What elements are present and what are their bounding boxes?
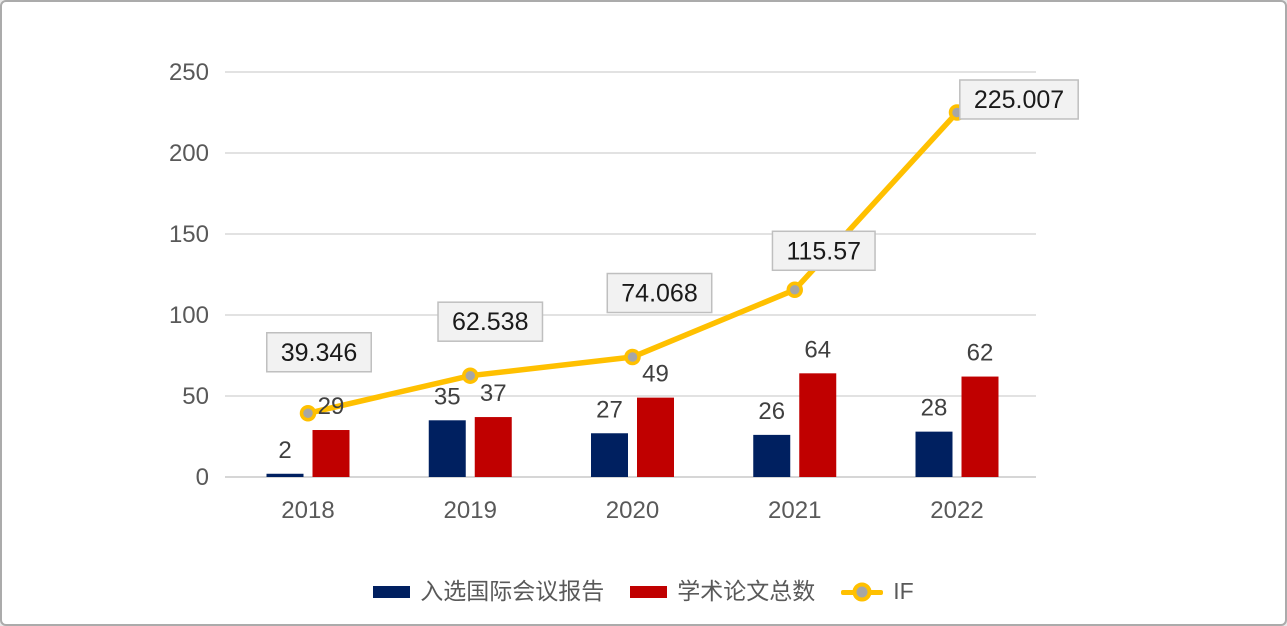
legend-line-marker-swatch: [841, 582, 884, 602]
total-papers-bar-2019[interactable]: [474, 417, 512, 477]
legend-label-total-papers: 学术论文总数: [677, 578, 816, 604]
legend-swatch-conference-reports: [373, 585, 411, 598]
bar-value-label: 49: [642, 361, 669, 388]
combo-chart-plot: 0 50 100 150 200 250 2018 2019 2020 2021 2022 2 35 27…: [169, 59, 1079, 524]
bar-value-label: 28: [921, 395, 948, 422]
bar-value-label: 27: [596, 396, 623, 423]
bar-value-label: 26: [758, 398, 785, 425]
y-axis-tick-label: 0: [196, 464, 209, 491]
y-axis-tick-label: 100: [169, 302, 209, 329]
legend-item-if[interactable]: IF: [841, 578, 914, 606]
if-marker-2021[interactable]: [786, 281, 803, 299]
x-axis-label-2019: 2019: [444, 497, 497, 524]
x-axis-label-2018: 2018: [281, 497, 334, 524]
bar-value-label: 37: [480, 380, 507, 407]
if-value-label: 39.346: [281, 339, 357, 367]
if-value-label: 74.068: [621, 280, 697, 308]
y-axis-tick-label: 200: [169, 140, 209, 167]
bar-value-label: 62: [967, 340, 994, 367]
if-value-label-box[interactable]: [606, 272, 713, 314]
if-marker-2019[interactable]: [462, 367, 479, 384]
bar-value-label: 2: [278, 437, 291, 464]
x-axis-label-2022: 2022: [930, 497, 983, 524]
chart-legend: 入选国际会议报告 学术论文总数 IF: [2, 578, 1285, 606]
legend-item-total-papers[interactable]: 学术论文总数: [630, 578, 815, 606]
bar-value-label: 64: [804, 336, 831, 363]
if-marker-2018[interactable]: [299, 405, 317, 422]
conference-reports-bar-2018[interactable]: [266, 473, 304, 477]
conference-reports-bar-2020[interactable]: [591, 433, 628, 477]
conference-reports-bar-2021[interactable]: [753, 434, 791, 477]
total-papers-bar-2018[interactable]: [312, 430, 350, 477]
if-value-label-box[interactable]: [959, 79, 1079, 120]
if-value-label-box[interactable]: [437, 301, 544, 342]
if-value-label-box[interactable]: [771, 230, 876, 272]
total-papers-bar-2020[interactable]: [637, 397, 674, 477]
legend-label-conference-reports: 入选国际会议报告: [420, 578, 605, 604]
conference-reports-bar-2019[interactable]: [428, 420, 466, 477]
conference-reports-bar-2022[interactable]: [915, 431, 953, 477]
if-marker-2020[interactable]: [624, 348, 641, 366]
legend-item-conference-reports[interactable]: 入选国际会议报告: [373, 578, 604, 606]
x-axis-label-2021: 2021: [768, 497, 821, 524]
x-axis-label-2020: 2020: [606, 497, 659, 524]
legend-label-if: IF: [893, 578, 914, 604]
bar-value-label: 35: [434, 383, 461, 410]
legend-swatch-total-papers: [630, 585, 668, 598]
if-value-label-box[interactable]: [266, 332, 372, 373]
if-value-label: 225.007: [974, 86, 1064, 114]
bar-value-label: 29: [318, 393, 345, 420]
if-value-label: 62.538: [452, 308, 528, 336]
total-papers-bar-2022[interactable]: [961, 376, 999, 477]
total-papers-bar-2021[interactable]: [799, 373, 837, 477]
legend-marker-dot: [852, 582, 872, 602]
y-axis-tick-label: 150: [169, 221, 209, 248]
y-axis-tick-label: 250: [169, 59, 209, 86]
y-axis-tick-label: 50: [182, 383, 209, 410]
if-value-label: 115.57: [786, 237, 861, 265]
